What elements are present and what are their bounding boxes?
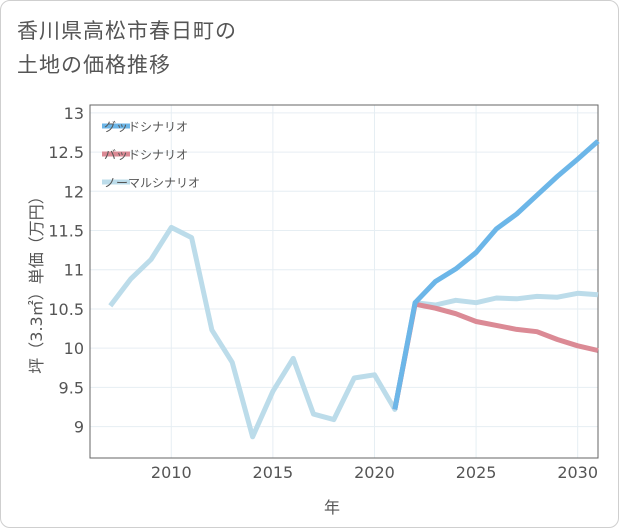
chart-title: 香川県高松市春日町の 土地の価格推移 [17,14,237,82]
legend-label-bad[interactable]: バッドシナリオ [104,148,188,162]
y-tick-label: 13 [64,104,84,123]
legend-label-normal[interactable]: ノーマルシナリオ [104,176,200,190]
x-tick-label: 2025 [456,463,497,482]
y-tick-label: 12.5 [48,143,84,162]
y-tick-label: 9.5 [59,378,84,397]
y-tick-label: 12 [64,182,84,201]
x-tick-label: 2010 [151,463,192,482]
x-tick-label: 2015 [253,463,294,482]
chart-title-line1: 香川県高松市春日町の [17,19,237,43]
y-tick-label: 11.5 [48,222,84,241]
chart-ticks: 2010 2015 2020 2025 2030 9 9.5 10 10.5 11 11.5 12 12… [48,104,598,482]
plot-frame [89,104,599,459]
x-tick-label: 2030 [557,463,598,482]
y-tick-label: 11 [64,261,84,280]
chart-series [108,139,600,440]
chart-title-line2: 土地の価格推移 [17,53,171,77]
legend-label-good[interactable]: グッドシナリオ [104,120,188,134]
x-tick-label: 2020 [354,463,395,482]
x-axis-label: 年 [324,498,340,517]
series-line-normal [108,224,599,440]
series-line-bad [392,301,599,410]
y-tick-label: 10 [64,339,84,358]
series-line-good [392,139,600,410]
chart-grid [90,105,598,458]
y-axis-label: 坪（3.3㎡）単価（万円） [27,188,46,373]
y-tick-label: 9 [74,418,84,437]
y-tick-label: 10.5 [48,300,84,319]
